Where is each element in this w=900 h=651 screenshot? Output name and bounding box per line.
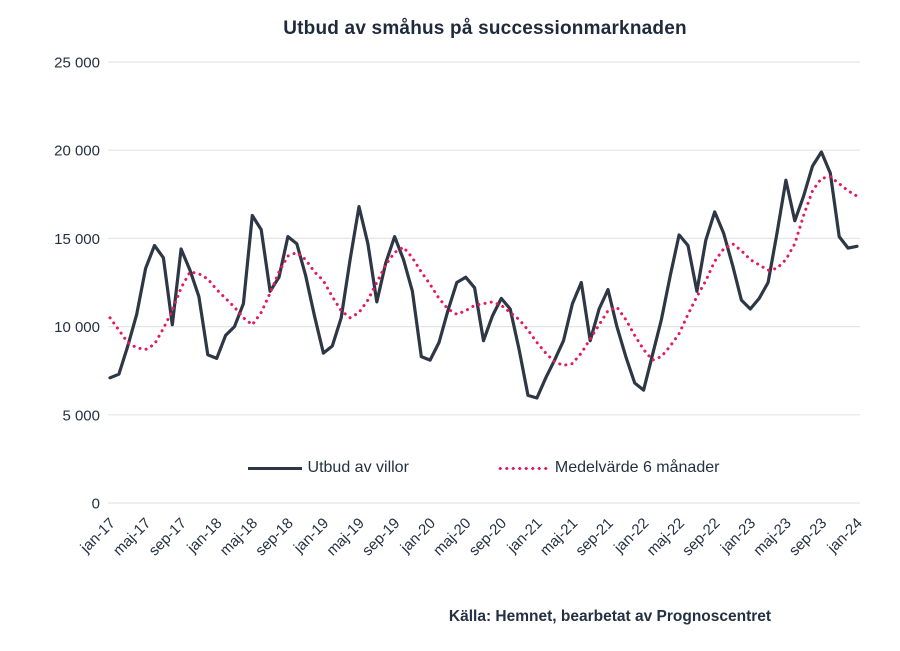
x-axis-tick-label: sep-19 (359, 515, 403, 559)
y-axis-tick-label: 5 000 (62, 407, 100, 424)
y-axis-tick-label: 25 000 (54, 55, 100, 72)
x-axis-tick-label: maj-23 (750, 515, 794, 559)
x-axis-tick-label: maj-22 (644, 515, 688, 559)
x-axis-tick-label: maj-19 (323, 515, 367, 559)
x-axis-tick-label: sep-20 (466, 515, 510, 559)
x-axis-tick-label: sep-18 (252, 515, 296, 559)
dotted-line-swatch (496, 466, 549, 470)
x-axis-tick-label: maj-20 (430, 515, 474, 559)
y-axis-tick-label: 20 000 (54, 143, 100, 160)
legend-item-average: Medelvärde 6 månader (496, 459, 720, 477)
legend-label-average: Medelvärde 6 månader (554, 459, 720, 476)
legend-item-supply: Utbud av villor (247, 459, 409, 477)
chart-title: Utbud av småhus på successionmarknaden (283, 18, 687, 39)
x-axis-tick-label: sep-17 (146, 515, 190, 559)
x-axis-tick-label: sep-22 (679, 515, 723, 559)
moving-average-series (108, 175, 859, 367)
solid-line-swatch (247, 466, 302, 470)
x-axis-tick-label: sep-21 (572, 515, 616, 559)
legend-label-supply: Utbud av villor (307, 459, 409, 476)
x-axis-tick-label: jan-24 (824, 515, 866, 557)
y-axis-tick-label: 10 000 (54, 319, 100, 336)
supply-line-series (108, 150, 859, 400)
x-axis-tick-label: sep-23 (786, 515, 830, 559)
chart-legend: Utbud av villor Medelvärde 6 månader (110, 459, 857, 477)
source-caption: Källa: Hemnet, bearbetat av Prognoscentr… (448, 608, 772, 625)
x-axis-tick-label: maj-21 (537, 515, 581, 559)
x-axis-tick-label: maj-18 (217, 515, 261, 559)
y-axis-tick-label: 15 000 (54, 231, 100, 248)
y-axis-tick-label: 0 (92, 496, 100, 513)
x-axis-tick-label: maj-17 (110, 515, 154, 559)
